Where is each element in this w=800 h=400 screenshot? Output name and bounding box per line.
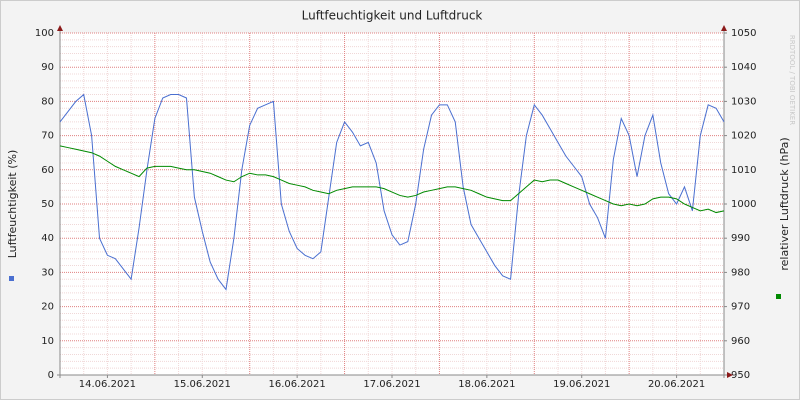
y2-tick-label: 980 <box>731 267 750 278</box>
y-tick-label: 10 <box>41 336 54 347</box>
y2-tick-label: 960 <box>731 336 750 347</box>
chart-title: Luftfeuchtigkeit und Luftdruck <box>302 9 483 23</box>
watermark: RRDTOOL / TOBI OETIKER <box>788 35 796 125</box>
legend-swatch <box>9 276 14 281</box>
x-tick-label: 15.06.2021 <box>174 379 231 390</box>
y-tick-label: 50 <box>41 199 54 210</box>
x-tick-label: 18.06.2021 <box>458 379 515 390</box>
axis-arrow <box>727 372 733 378</box>
legend-swatch <box>776 294 781 299</box>
y-tick-label: 40 <box>41 233 54 244</box>
y2-tick-label: 970 <box>731 302 750 313</box>
y2-tick-label: 950 <box>731 370 750 381</box>
series-line <box>59 145 725 214</box>
y-tick-label: 90 <box>41 62 54 73</box>
y-tick-label: 60 <box>41 165 54 176</box>
x-tick-label: 14.06.2021 <box>79 379 136 390</box>
y-axis-label: Luftfeuchtigkeit (%) <box>6 150 19 259</box>
axis-arrow <box>57 25 63 31</box>
y-tick-label: 70 <box>41 131 54 142</box>
y-tick-label: 0 <box>48 370 54 381</box>
y2-axis-label: relativer Luftdruck (hPa) <box>778 137 791 270</box>
x-tick-label: 20.06.2021 <box>648 379 705 390</box>
x-tick-label: 19.06.2021 <box>553 379 610 390</box>
y-tick-label: 20 <box>41 302 54 313</box>
y2-tick-label: 990 <box>731 233 750 244</box>
series-line <box>59 93 725 291</box>
y-tick-label: 100 <box>35 28 54 39</box>
y2-tick-label: 1000 <box>731 199 756 210</box>
y-tick-label: 30 <box>41 267 54 278</box>
y2-tick-label: 1040 <box>731 62 756 73</box>
x-tick-label: 17.06.2021 <box>363 379 420 390</box>
y2-tick-label: 1010 <box>731 165 756 176</box>
y-tick-label: 80 <box>41 96 54 107</box>
x-tick-label: 16.06.2021 <box>269 379 326 390</box>
y2-tick-label: 1030 <box>731 96 756 107</box>
y2-tick-label: 1050 <box>731 28 756 39</box>
y2-tick-label: 1020 <box>731 131 756 142</box>
axis-arrow <box>721 25 727 31</box>
